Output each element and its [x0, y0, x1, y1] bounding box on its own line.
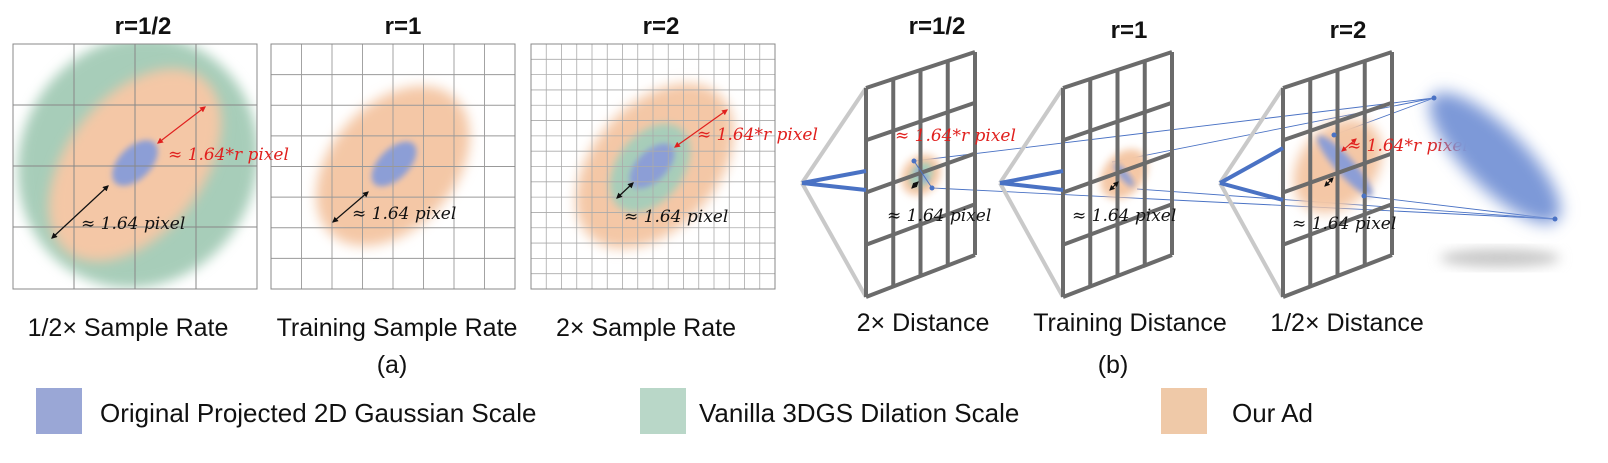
legend-swatch-adaptive — [1161, 388, 1207, 434]
gaussian-shadow — [1440, 249, 1560, 267]
legend-label-dilation: Vanilla 3DGS Dilation Scale — [699, 398, 1019, 428]
panel-b-caption-3: 1/2× Distance — [1270, 309, 1424, 337]
panel-a-grid-two: ≈ 1.64 pixel ≈ 1.64*r pixel — [530, 43, 818, 290]
panel-b-label: (b) — [1098, 351, 1129, 379]
anno-r-pixel-b3: ≈ 1.64*r pixel — [1347, 136, 1468, 156]
panel-b-title-3: r=2 — [1330, 17, 1367, 44]
gaussian-ellipse — [1317, 135, 1373, 197]
panel-b-title-1: r=1/2 — [909, 13, 966, 40]
panel-b-caption-1: 2× Distance — [857, 309, 990, 337]
anno-r-pixel-a1: ≈ 1.64*r pixel — [168, 145, 289, 165]
anno-pixel-b2: ≈ 1.64 pixel — [1072, 206, 1176, 226]
arrow-pixel — [51, 185, 109, 239]
panel-a-title-1: r=1/2 — [115, 13, 172, 40]
legend-label-adaptive: Our Ad — [1232, 398, 1313, 428]
panel-a-caption-1: 1/2× Sample Rate — [28, 314, 229, 342]
anno-r-pixel-a3: ≈ 1.64*r pixel — [697, 125, 818, 145]
camera-frustum-3: ≈ 1.64*r pixel ≈ 1.64 pixel — [1218, 50, 1468, 299]
gaussian-ellipse — [629, 143, 675, 189]
panel-a-grid-half: ≈ 1.64 pixel ≈ 1.64*r pixel — [12, 43, 289, 290]
anno-pixel-a2: ≈ 1.64 pixel — [352, 204, 456, 224]
gaussian-ellipse — [371, 141, 417, 187]
panel-b-caption-2: Training Distance — [1033, 309, 1227, 337]
panel-a-title-2: r=1 — [385, 13, 422, 40]
3d-gaussian — [1429, 92, 1561, 267]
panel-a-grid-one: ≈ 1.64 pixel — [270, 43, 516, 290]
panel-b-title-2: r=1 — [1111, 17, 1148, 44]
arrow-r-pixel — [674, 109, 728, 148]
legend-swatch-gaussian — [36, 388, 82, 434]
gaussian-3d-ellipse — [1429, 92, 1561, 224]
panel-a-label: (a) — [377, 351, 408, 379]
panel-a-caption-3: 2× Sample Rate — [556, 314, 736, 342]
panel-a-caption-2: Training Sample Rate — [277, 314, 518, 342]
camera-frustum-1: ≈ 1.64*r pixel ≈ 1.64 pixel — [800, 50, 1016, 299]
anno-pixel-b3: ≈ 1.64 pixel — [1292, 214, 1396, 234]
arrow-pixel — [616, 182, 634, 199]
arrow-r-pixel — [157, 106, 206, 144]
legend-label-gaussian: Original Projected 2D Gaussian Scale — [100, 398, 536, 428]
legend: Original Projected 2D Gaussian Scale Van… — [36, 388, 1313, 434]
anno-pixel-a1: ≈ 1.64 pixel — [81, 214, 185, 234]
anno-r-pixel-b1: ≈ 1.64*r pixel — [895, 126, 1016, 146]
anno-pixel-a3: ≈ 1.64 pixel — [624, 207, 728, 227]
camera-frustum-2: ≈ 1.64 pixel — [998, 50, 1176, 299]
legend-swatch-dilation — [640, 388, 686, 434]
arrow-pixel — [332, 191, 369, 223]
panel-a-title-3: r=2 — [643, 13, 680, 40]
anno-pixel-b1: ≈ 1.64 pixel — [887, 206, 991, 226]
